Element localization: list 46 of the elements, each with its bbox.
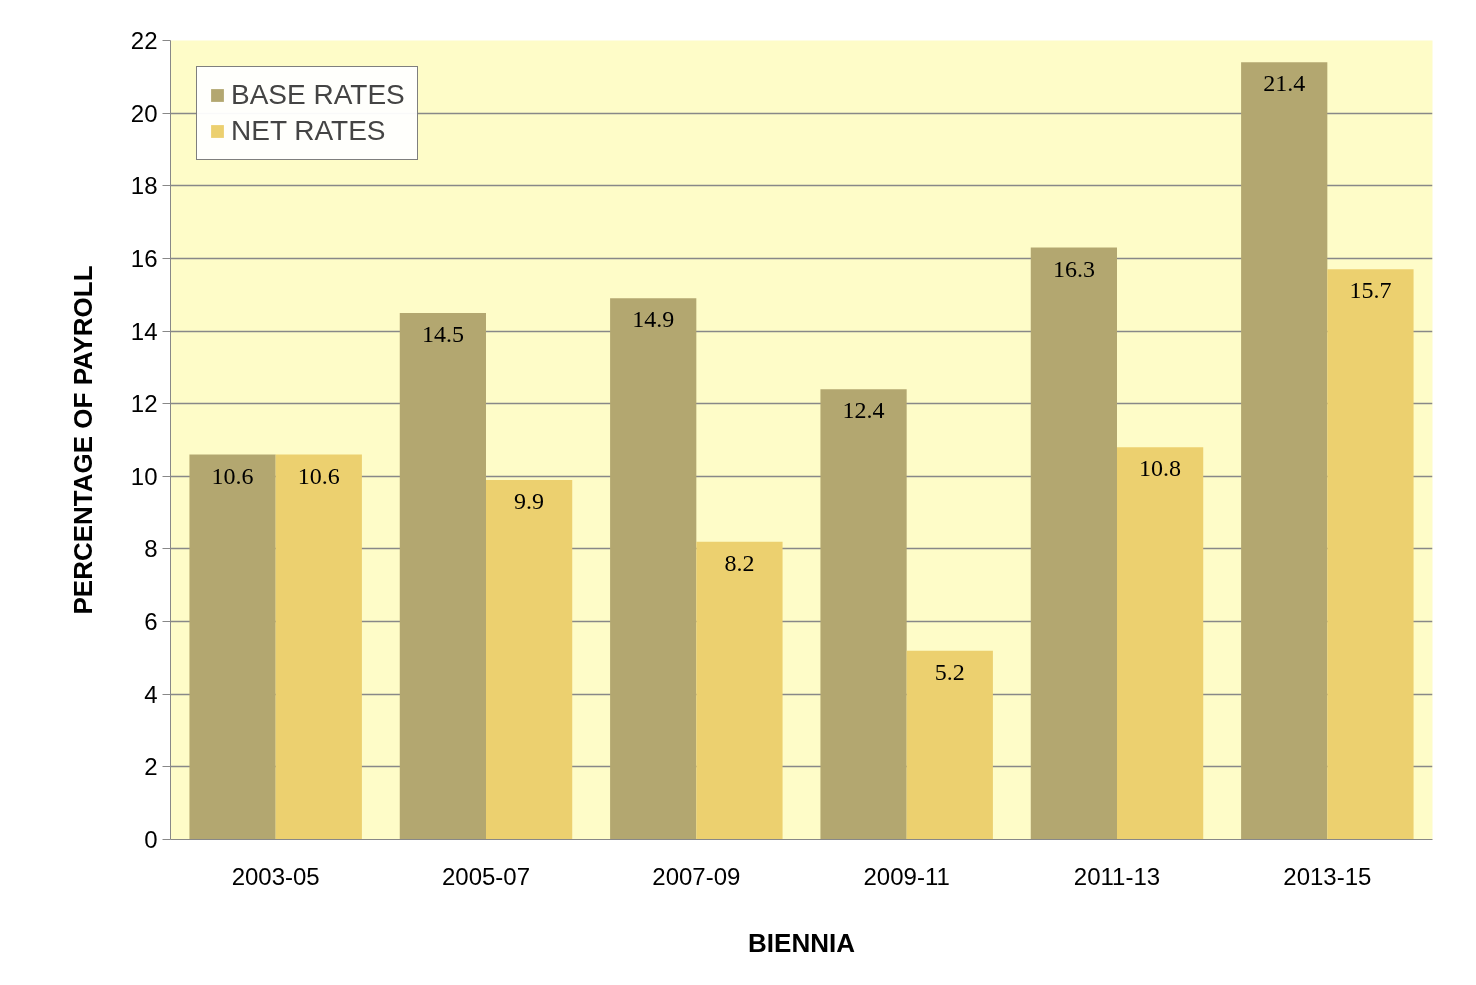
data-label: 10.6: [211, 462, 254, 489]
data-label: 21.4: [1263, 70, 1306, 97]
data-label: 10.6: [297, 462, 340, 489]
y-tick-label: 0: [144, 826, 158, 853]
y-tick-label: 4: [144, 680, 158, 708]
data-label: 14.9: [632, 306, 675, 333]
x-tick-label: 2005-07: [441, 862, 531, 890]
y-tick-label: 14: [130, 317, 158, 345]
y-tick-label: 6: [144, 608, 158, 636]
x-tick-label: 2013-15: [1283, 862, 1372, 890]
bar: [1117, 447, 1204, 840]
legend-label: BASE RATES: [231, 79, 405, 111]
x-tick-label: 2009-11: [863, 862, 950, 890]
data-label: 16.3: [1052, 255, 1095, 282]
bar: [906, 650, 993, 840]
y-tick-label: 12: [130, 390, 158, 418]
bar: [486, 479, 573, 840]
x-tick-label: 2007-09: [652, 862, 741, 890]
bar: [1030, 247, 1117, 840]
bar: [696, 541, 783, 840]
bar: [1241, 62, 1328, 840]
data-label: 5.2: [934, 658, 965, 685]
bar: [820, 389, 907, 840]
y-tick-label: 22: [130, 27, 158, 54]
y-tick-label: 10: [130, 462, 158, 490]
data-label: 15.7: [1349, 277, 1392, 304]
bar: [1327, 269, 1414, 840]
x-tick-label: 2003-05: [231, 862, 320, 890]
bar: [610, 298, 697, 840]
y-tick-label: 8: [144, 535, 158, 563]
x-tick-label: 2011-13: [1073, 862, 1161, 890]
y-tick-label: 16: [130, 244, 158, 272]
data-label: 14.5: [421, 320, 464, 347]
data-label: 10.8: [1139, 455, 1182, 482]
y-tick-label: 18: [130, 172, 158, 200]
x-axis-title: BIENNIA: [748, 927, 856, 958]
data-label: 12.4: [842, 397, 885, 424]
y-tick-label: 2: [144, 753, 158, 781]
bar: [275, 454, 362, 840]
data-label: 9.9: [514, 487, 545, 514]
legend-label: NET RATES: [231, 115, 386, 147]
data-label: 8.2: [724, 549, 755, 576]
y-axis-title: PERCENTAGE OF PAYROLL: [67, 265, 98, 615]
bar: [189, 454, 276, 840]
bar: [399, 312, 486, 840]
y-tick-label: 20: [130, 99, 158, 127]
